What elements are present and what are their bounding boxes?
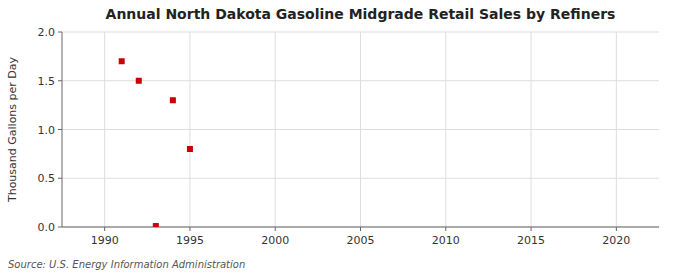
x-tick <box>616 227 617 231</box>
x-tick <box>360 227 361 231</box>
title: Annual North Dakota Gasoline Midgrade Re… <box>106 6 616 22</box>
x-grid-line <box>275 32 276 227</box>
y-tick-label: 1.5 <box>38 75 56 88</box>
x-grid-line <box>445 32 446 227</box>
x-tick <box>531 227 532 231</box>
source-note: Source: U.S. Energy Information Administ… <box>8 259 245 270</box>
y-tick <box>58 227 62 228</box>
x-grid-line <box>360 32 361 227</box>
x-tick <box>189 227 190 231</box>
point <box>187 146 193 152</box>
points <box>119 58 193 227</box>
x-tick-label: 2020 <box>602 234 630 247</box>
x-tick-label: 2010 <box>432 234 460 247</box>
x-tick-label: 2005 <box>347 234 375 247</box>
y-tick <box>58 80 62 81</box>
x-tick <box>445 227 446 231</box>
chart-svg: 1990 1995 2000 2005 2010 2015 2020 0.0 0.5 1.0 1.5… <box>0 0 675 275</box>
point <box>170 97 176 103</box>
y-tick <box>58 32 62 33</box>
y-tick <box>58 129 62 130</box>
x-tick-label: 1990 <box>91 234 119 247</box>
x-grid-line <box>531 32 532 227</box>
x-tick <box>104 227 105 231</box>
point <box>119 58 125 64</box>
x-tick-label: 2015 <box>517 234 545 247</box>
x-tick-label: 1995 <box>176 234 204 247</box>
chart-container: 1990 1995 2000 2005 2010 2015 2020 0.0 0.5 1.0 1.5… <box>0 0 675 275</box>
y-tick <box>58 178 62 179</box>
x-tick-label: 2000 <box>261 234 289 247</box>
x-grid-line <box>189 32 190 227</box>
y-tick-label: 1.0 <box>38 124 56 137</box>
y-tick-label: 2.0 <box>38 26 56 39</box>
point <box>153 223 159 227</box>
point <box>136 78 142 84</box>
y-axis-label: Thousand Gallons per Day <box>6 56 19 203</box>
tick-labels: 1990 1995 2000 2005 2010 2015 2020 0.0 0.5 1.0 1.5… <box>38 26 631 247</box>
y-tick-label: 0.0 <box>38 221 56 234</box>
x-grid-line <box>104 32 105 227</box>
y-tick-label: 0.5 <box>38 172 56 185</box>
grid <box>62 32 659 227</box>
x-tick <box>275 227 276 231</box>
x-grid-line <box>616 32 617 227</box>
